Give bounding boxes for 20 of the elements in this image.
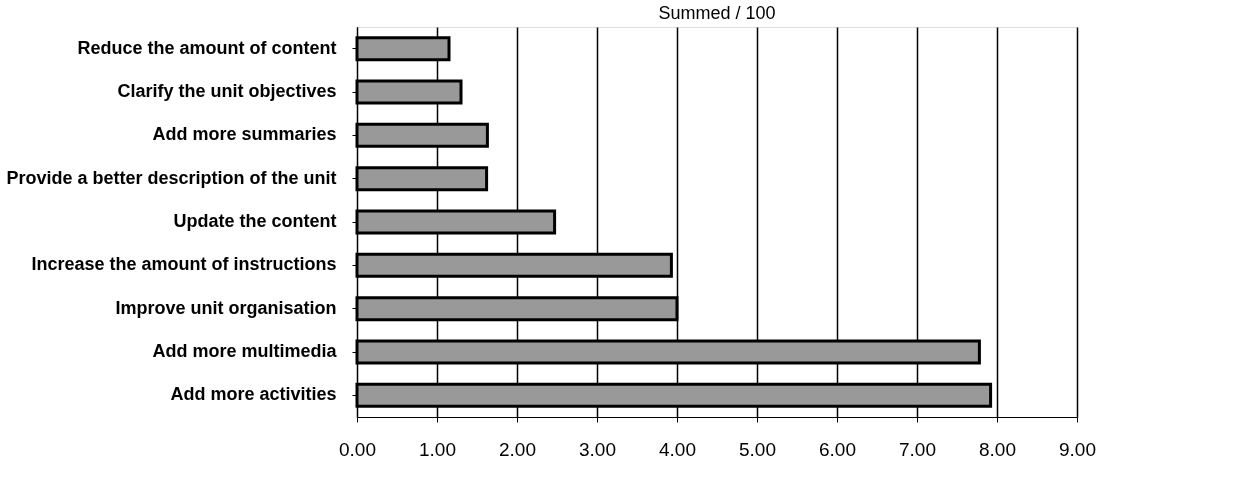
x-tick-label: 9.00 [1059, 438, 1096, 460]
y-tick-label: Clarify the unit objectives [117, 81, 337, 101]
y-tick-label: Add more multimedia [152, 341, 338, 361]
y-tick-label: Increase the amount of instructions [31, 254, 337, 275]
x-tick-label: 1.00 [419, 438, 456, 460]
x-tick-label: 2.00 [499, 438, 536, 460]
x-tick-label: 7.00 [899, 438, 936, 460]
x-tick-label: 0.00 [339, 438, 376, 460]
y-tick-label: Improve unit organisation [115, 297, 337, 318]
y-tick-label: Reduce the amount of content [77, 37, 337, 58]
y-tick-label: Provide a better description of the unit [6, 167, 337, 188]
x-tick-label: 5.00 [739, 438, 776, 460]
y-tick-label: Add more activities [170, 384, 337, 405]
x-tick-label: 3.00 [579, 438, 616, 460]
x-tick-label: 8.00 [979, 438, 1016, 460]
x-tick-label: 6.00 [819, 438, 856, 460]
y-tick-label: Add more summaries [152, 124, 337, 145]
chart-title: Summed / 100 [658, 3, 776, 23]
x-tick-label: 4.00 [659, 438, 696, 460]
y-tick-label: Update the content [173, 211, 337, 231]
